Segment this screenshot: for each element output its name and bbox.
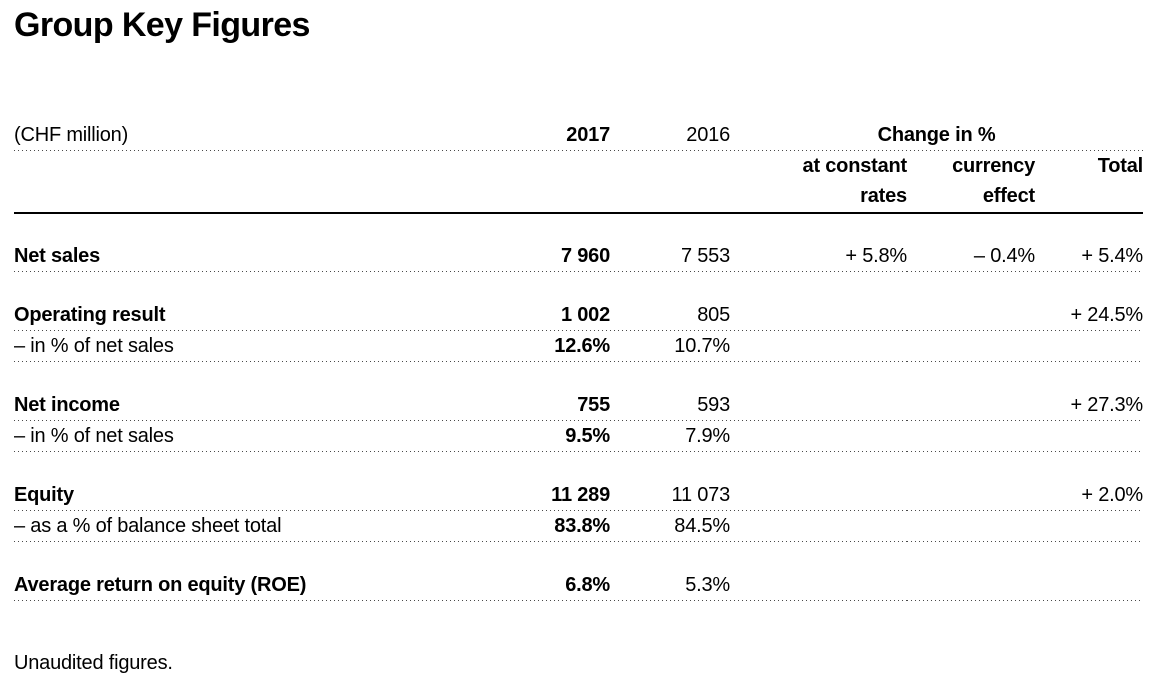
value-change-currency	[907, 300, 1035, 332]
row-label: Equity	[14, 480, 434, 512]
row-label: – as a % of balance sheet total	[14, 511, 434, 543]
value-change-currency	[907, 480, 1035, 512]
row-label: Net sales	[14, 241, 434, 273]
value-change-constant	[730, 570, 907, 602]
row-label: Average return on equity (ROE)	[14, 570, 434, 602]
value-change-total: + 5.4%	[1035, 241, 1143, 273]
unit-label: (CHF million)	[14, 124, 434, 152]
value-change-currency	[907, 331, 1035, 363]
value-change-constant: + 5.8%	[730, 241, 907, 273]
value-change-constant	[730, 390, 907, 422]
value-change-constant	[730, 331, 907, 363]
value-change-currency	[907, 390, 1035, 422]
value-change-currency: – 0.4%	[907, 241, 1035, 273]
value-2016: 10.7%	[610, 331, 730, 363]
value-2017: 83.8%	[434, 511, 610, 543]
row-label: Operating result	[14, 300, 434, 332]
value-change-total: + 24.5%	[1035, 300, 1143, 332]
group-spacer	[14, 362, 1143, 390]
value-change-total: + 2.0%	[1035, 480, 1143, 512]
column-header-constant-rates: at constant rates	[730, 151, 907, 215]
value-change-constant	[730, 511, 907, 543]
value-2017: 7 960	[434, 241, 610, 273]
value-2017: 1 002	[434, 300, 610, 332]
table-row-equity-ratio: – as a % of balance sheet total 83.8% 84…	[14, 511, 1144, 543]
group-spacer	[14, 272, 1143, 300]
column-header-change-group: Change in %	[730, 124, 1144, 152]
value-change-currency	[907, 421, 1035, 453]
table-row-net-sales: Net sales 7 960 7 553 + 5.8% – 0.4% + 5.…	[14, 241, 1143, 273]
group-spacer	[14, 542, 1143, 570]
value-2016: 7 553	[610, 241, 730, 273]
value-2016: 593	[610, 390, 730, 422]
row-label: Net income	[14, 390, 434, 422]
value-2017: 6.8%	[434, 570, 610, 602]
column-header-currency-effect: currency effect	[907, 151, 1035, 215]
value-2016: 5.3%	[610, 570, 730, 602]
row-label: – in % of net sales	[14, 421, 434, 453]
footnote: Unaudited figures.	[14, 652, 173, 675]
value-change-currency	[907, 570, 1035, 602]
group-spacer	[14, 213, 1143, 241]
table-row-equity: Equity 11 289 11 073 + 2.0%	[14, 480, 1143, 512]
value-2017: 11 289	[434, 480, 610, 512]
table-header-row-years: (CHF million) 2017 2016 Change in %	[14, 124, 1144, 152]
table-row-operating-result: Operating result 1 002 805 + 24.5%	[14, 300, 1143, 332]
value-2016: 84.5%	[610, 511, 730, 543]
value-change-total	[1035, 570, 1144, 602]
value-2017: 9.5%	[434, 421, 610, 453]
column-header-2017: 2017	[434, 124, 610, 152]
value-change-constant	[730, 300, 907, 332]
table-header-row-change: at constant rates currency effect Total	[14, 151, 1143, 215]
value-change-currency	[907, 511, 1035, 543]
group-spacer	[14, 452, 1143, 480]
value-change-constant	[730, 421, 907, 453]
value-2016: 11 073	[610, 480, 730, 512]
value-change-constant	[730, 480, 907, 512]
value-2016: 7.9%	[610, 421, 730, 453]
value-change-total	[1035, 511, 1144, 543]
key-figures-table: (CHF million) 2017 2016 Change in % at c…	[14, 124, 1144, 602]
value-2016: 805	[610, 300, 730, 332]
value-2017: 755	[434, 390, 610, 422]
page-title: Group Key Figures	[14, 6, 310, 44]
table-row-net-income-margin: – in % of net sales 9.5% 7.9%	[14, 421, 1144, 453]
column-header-2016: 2016	[610, 124, 730, 152]
table-row-net-income: Net income 755 593 + 27.3%	[14, 390, 1143, 422]
column-header-total: Total	[1035, 151, 1143, 215]
value-change-total	[1035, 331, 1144, 363]
row-label: – in % of net sales	[14, 331, 434, 363]
table-row-operating-margin: – in % of net sales 12.6% 10.7%	[14, 331, 1144, 363]
value-change-total	[1035, 421, 1144, 453]
value-2017: 12.6%	[434, 331, 610, 363]
value-change-total: + 27.3%	[1035, 390, 1143, 422]
table-row-roe: Average return on equity (ROE) 6.8% 5.3%	[14, 570, 1144, 602]
